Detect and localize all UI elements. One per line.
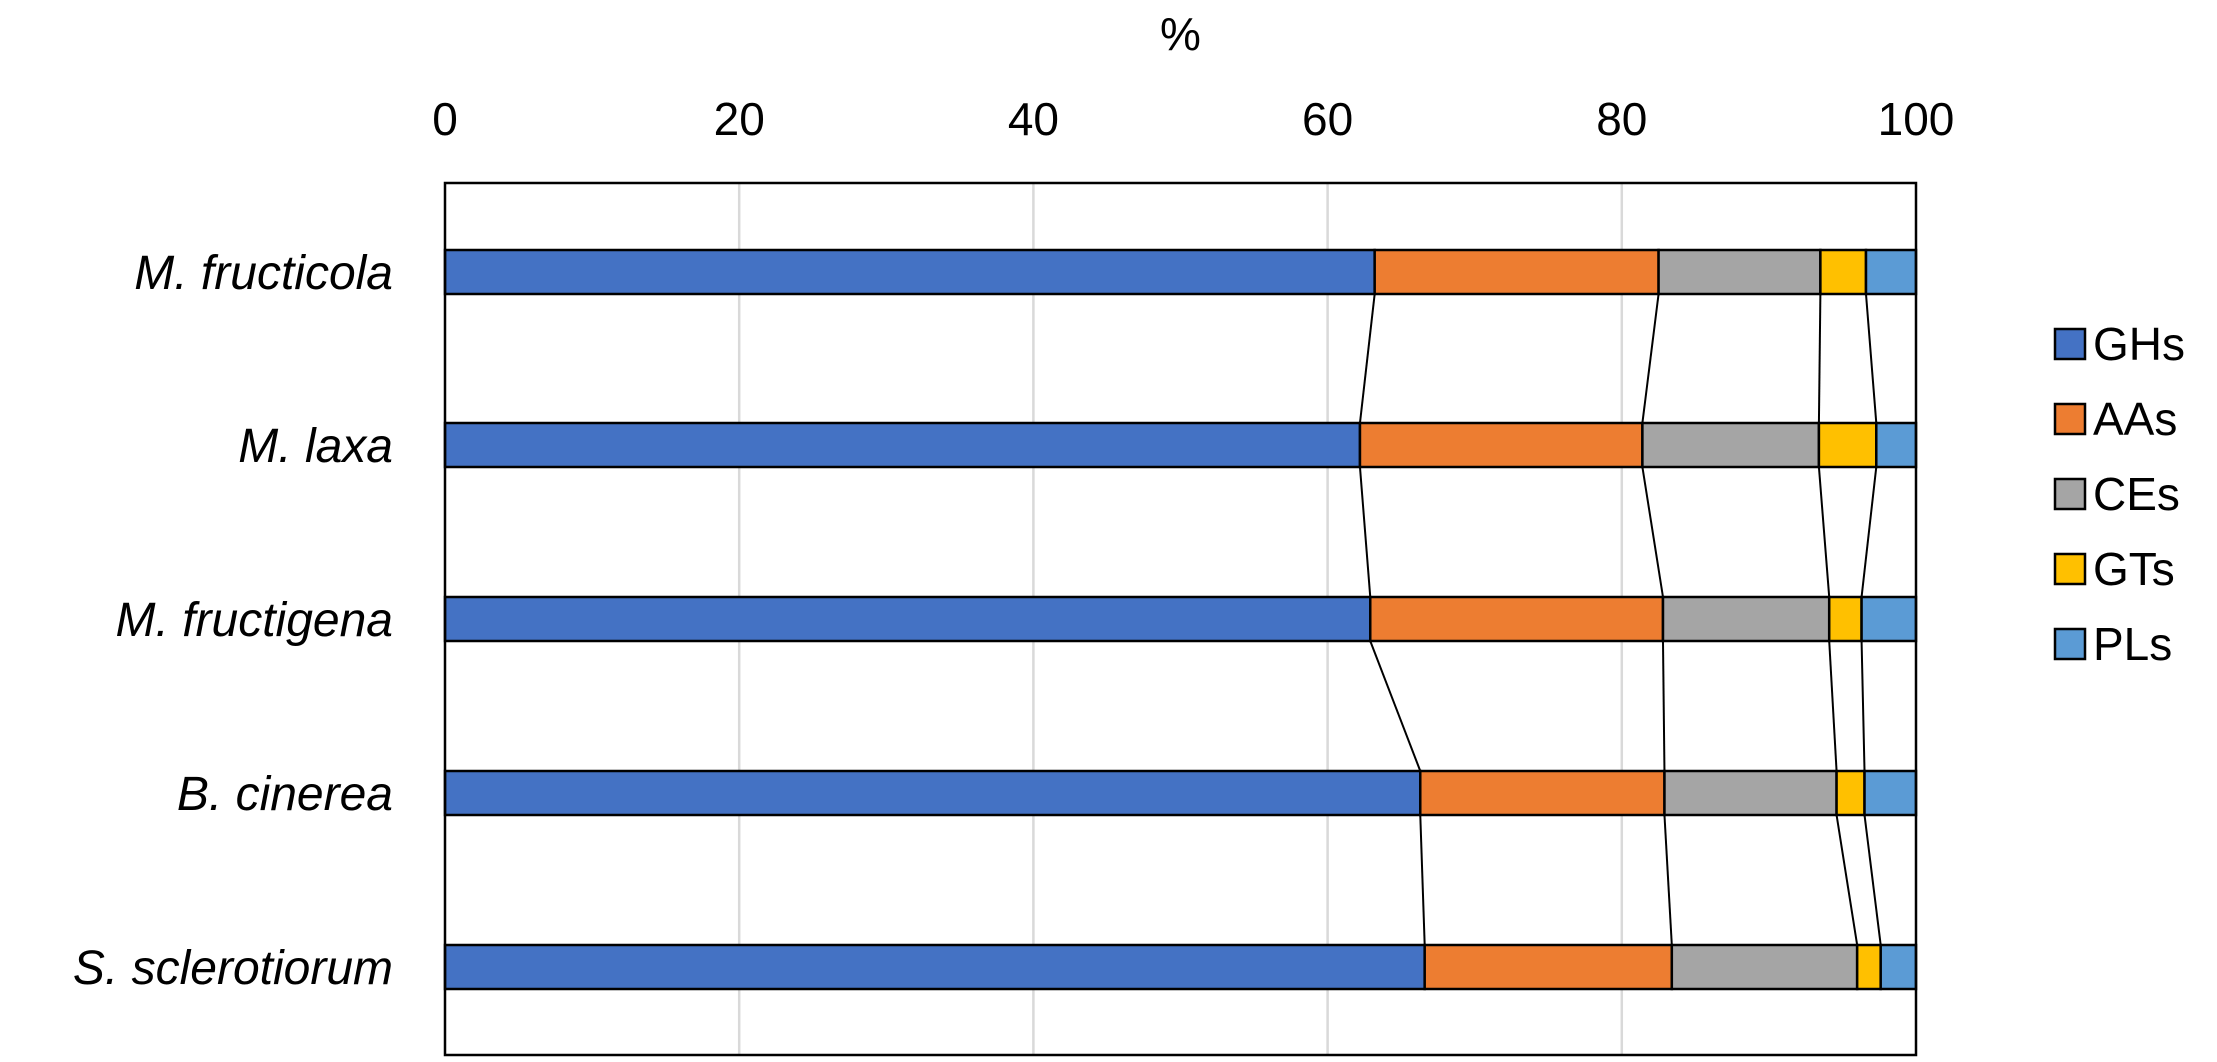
bar-CEs-1 [1641, 421, 1821, 469]
category-label-1: M. laxa [238, 420, 393, 473]
category-label-2: M. fructigena [116, 594, 393, 647]
bar-AAs-0 [1373, 248, 1660, 296]
series-line-CEs-1 [1817, 466, 1831, 598]
x-tick-label-100: 100 [1878, 93, 1955, 145]
category-label-3: B. cinerea [177, 768, 393, 821]
bar-GTs-2 [1827, 595, 1863, 643]
x-tick-label-60: 60 [1302, 93, 1353, 145]
category-labels: M. fructicola M. laxa M. fructigena B. cine… [73, 247, 393, 995]
legend-label-GHs: GHs [2093, 318, 2185, 370]
legend-label-PLs: PLs [2093, 618, 2172, 670]
series-line-GTs-0 [1864, 293, 1878, 424]
x-tick-label-20: 20 [714, 93, 765, 145]
legend-label-CEs: CEs [2093, 468, 2180, 520]
bar-GTs-3 [1835, 769, 1866, 817]
legend-swatch-PLs [2053, 627, 2087, 661]
series-line-AAs-1 [1641, 466, 1664, 598]
series-line-CEs-0 [1817, 293, 1822, 424]
legend-swatch-GTs [2053, 552, 2087, 586]
series-line-GHs-3 [1419, 814, 1426, 946]
series-line-AAs-2 [1661, 640, 1666, 772]
x-tick-label-0: 0 [432, 93, 458, 145]
series-line-GHs-0 [1358, 293, 1376, 424]
series-line-CEs-2 [1828, 640, 1838, 772]
bar-AAs-2 [1369, 595, 1665, 643]
bar-GTs-0 [1819, 248, 1868, 296]
bar-GHs-1 [443, 421, 1362, 469]
x-axis-title: % [1160, 8, 1201, 60]
series-line-GTs-2 [1860, 640, 1866, 772]
bar-AAs-1 [1358, 421, 1644, 469]
series-line-GTs-1 [1860, 466, 1878, 598]
bar-PLs-0 [1864, 248, 1918, 296]
series-line-GHs-1 [1358, 466, 1372, 598]
bar-PLs-3 [1863, 769, 1918, 817]
series-line-AAs-0 [1641, 293, 1660, 424]
x-tick-label-80: 80 [1596, 93, 1647, 145]
bar-CEs-0 [1657, 248, 1822, 296]
x-tick-label-40: 40 [1008, 93, 1059, 145]
bar-GHs-2 [443, 595, 1372, 643]
legend-label-GTs: GTs [2093, 543, 2175, 595]
series-line-GHs-2 [1369, 640, 1422, 772]
category-label-0: M. fructicola [134, 247, 393, 300]
legend-swatch-GHs [2053, 327, 2087, 361]
bar-GTs-1 [1817, 421, 1878, 469]
legend-label-AAs: AAs [2093, 393, 2177, 445]
legend-swatch-AAs [2053, 402, 2087, 436]
series-line-AAs-3 [1663, 814, 1673, 946]
bar-GHs-0 [443, 248, 1376, 296]
category-label-4: S. sclerotiorum [73, 942, 393, 995]
bar-AAs-4 [1423, 943, 1674, 991]
bar-CEs-4 [1670, 943, 1859, 991]
bar-CEs-2 [1661, 595, 1831, 643]
bar-CEs-3 [1663, 769, 1838, 817]
plot-area-frame [443, 181, 1918, 1057]
bar-PLs-4 [1879, 943, 1918, 991]
legend: GHs AAs CEs GTs PLs [2053, 318, 2185, 670]
series-connector-lines [1358, 293, 1882, 946]
bar-PLs-1 [1875, 421, 1918, 469]
bar-PLs-2 [1860, 595, 1918, 643]
series-line-GTs-3 [1863, 814, 1882, 946]
bar-GTs-4 [1855, 943, 1882, 991]
bar-GHs-4 [443, 943, 1426, 991]
bars [443, 248, 1918, 991]
bar-AAs-3 [1419, 769, 1666, 817]
x-axis-ticks: 0 20 40 60 80 100 [432, 93, 1954, 145]
series-line-CEs-3 [1835, 814, 1859, 946]
bar-GHs-3 [443, 769, 1422, 817]
legend-swatch-CEs [2053, 477, 2087, 511]
